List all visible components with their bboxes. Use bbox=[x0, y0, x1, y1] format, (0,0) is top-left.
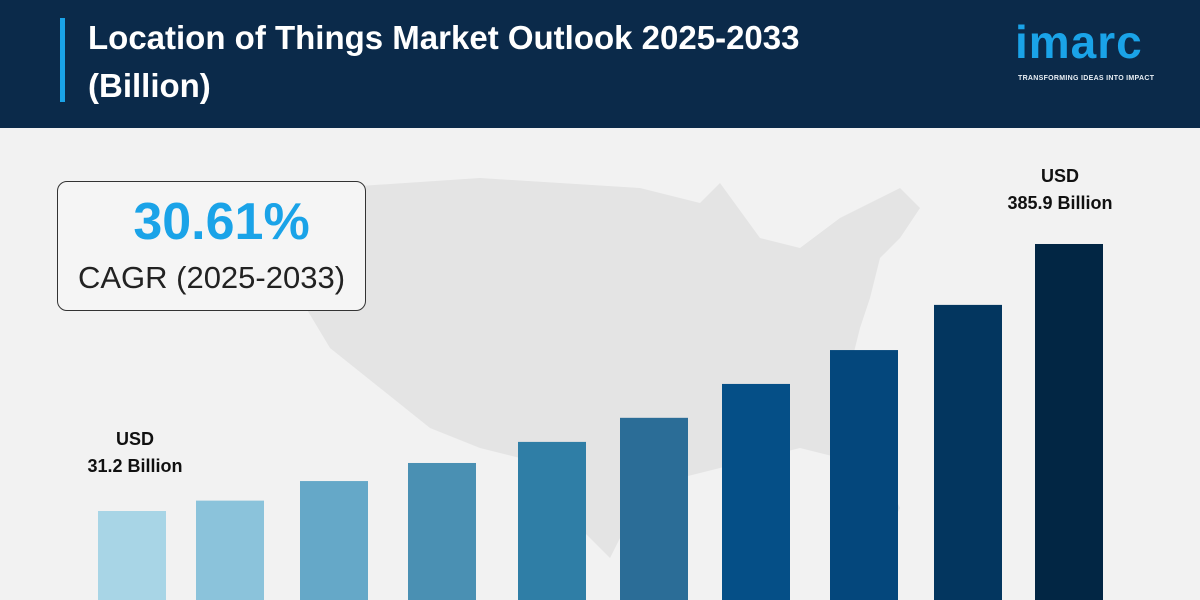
logo-wordmark: imarc bbox=[1015, 16, 1143, 68]
bar-3 bbox=[408, 462, 476, 600]
data-label-last-value: 385.9 Billion bbox=[1007, 193, 1113, 213]
title-accent-bar bbox=[60, 18, 65, 102]
cagr-box: 30.61% CAGR (2025-2033) bbox=[57, 181, 366, 311]
imarc-logo: imarc TRANSFORMING IDEAS INTO IMPACT bbox=[1015, 16, 1175, 90]
data-label-first-value: 31.2 Billion bbox=[87, 456, 183, 476]
bar-0 bbox=[98, 511, 166, 600]
data-label-last-currency: USD bbox=[1040, 166, 1079, 186]
header: Location of Things Market Outlook 2025-2… bbox=[0, 0, 1200, 128]
data-label-first-currency: USD bbox=[115, 429, 154, 449]
cagr-label: CAGR (2025-2033) bbox=[77, 260, 346, 295]
data-label-last: USD 385.9 Billion bbox=[985, 163, 1135, 217]
cagr-value: 30.61% bbox=[133, 193, 310, 251]
bar-6 bbox=[722, 383, 790, 600]
logo-tagline: TRANSFORMING IDEAS INTO IMPACT bbox=[1018, 75, 1155, 82]
chart-title: Location of Things Market Outlook 2025-2… bbox=[88, 19, 800, 104]
bar-2 bbox=[300, 481, 368, 600]
bar-5 bbox=[620, 417, 688, 600]
bar-1 bbox=[196, 500, 264, 600]
usa-map-background bbox=[280, 178, 920, 558]
bar-4 bbox=[518, 441, 586, 600]
bar-9 bbox=[1035, 243, 1103, 600]
bar-8 bbox=[934, 304, 1002, 600]
bar-7 bbox=[830, 350, 898, 600]
data-label-first: USD 31.2 Billion bbox=[60, 426, 210, 480]
